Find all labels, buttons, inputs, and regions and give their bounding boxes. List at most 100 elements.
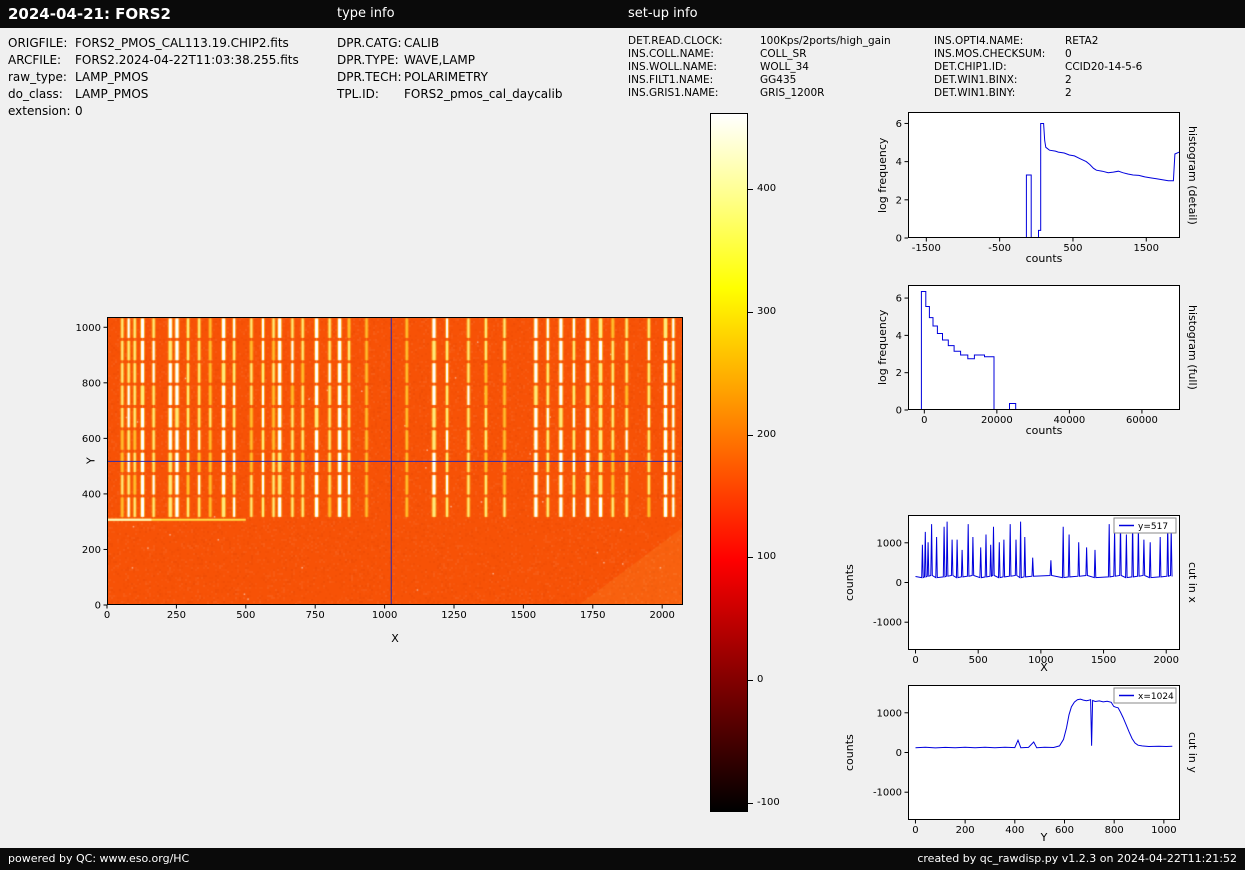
svg-text:2: 2 [896,368,902,379]
cut-y-side-label: cut in y [1186,732,1199,773]
info-label: DPR.CATG: [337,36,402,50]
svg-text:1000: 1000 [1151,825,1176,836]
info-label: INS.OPTI4.NAME: [934,35,1024,47]
info-value: WAVE,LAMP [404,53,476,67]
colorbar-tick-mark [748,435,753,436]
info-row: DET.WIN1.BINY: 2 [934,87,1142,100]
svg-text:1000: 1000 [372,610,397,621]
svg-text:-1500: -1500 [912,243,941,254]
cut-x-x-axis-label: X [1040,661,1048,674]
footer-created-by: created by qc_rawdisp.py v1.2.3 on 2024-… [917,852,1237,865]
setup-info-block-2: INS.OPTI4.NAME: RETA2 INS.MOS.CHECKSUM: 0 … [934,35,1142,100]
info-label: DPR.TYPE: [337,53,399,67]
info-label: raw_type: [8,70,67,84]
info-row: DET.READ.CLOCK: 100Kps/2ports/high_gain [628,35,891,48]
svg-text:400: 400 [82,489,101,500]
info-label: DET.READ.CLOCK: [628,35,723,47]
hist-full-svg: 0 20000 40000 60000 0 2 4 6 [896,285,1180,426]
svg-text:0: 0 [896,578,902,589]
info-row: INS.GRIS1.NAME: GRIS_1200R [628,87,891,100]
info-label: INS.WOLL.NAME: [628,61,717,73]
cut-y-svg: 0 200 400 600 800 1000 -1000 0 1000 x=1024 [873,685,1180,836]
svg-text:1500: 1500 [1134,243,1159,254]
info-row: DPR.TYPE: WAVE,LAMP [337,52,562,69]
svg-text:4: 4 [896,331,902,342]
main-y-axis-label: Y [84,457,98,465]
svg-text:6: 6 [896,119,902,130]
info-label: INS.FILT1.NAME: [628,74,714,86]
info-row: extension: 0 [8,103,299,120]
type-info-heading: type info [337,6,395,21]
cut-x-y-axis-label: counts [843,564,856,601]
info-row: INS.MOS.CHECKSUM: 0 [934,48,1142,61]
colorbar-tick-mark [748,680,753,681]
hist-detail-x-axis-label: counts [1025,252,1063,265]
info-label: INS.COLL.NAME: [628,48,714,60]
hist-detail-svg: -1500 -500 500 1500 0 2 4 6 [896,112,1180,254]
svg-text:4: 4 [896,157,902,168]
svg-text:0: 0 [95,601,101,612]
svg-text:400: 400 [1005,825,1024,836]
info-row: INS.OPTI4.NAME: RETA2 [934,35,1142,48]
info-row: do_class: LAMP_PMOS [8,86,299,103]
svg-text:1750: 1750 [580,610,605,621]
info-row: INS.COLL.NAME: COLL_SR [628,48,891,61]
info-label: INS.GRIS1.NAME: [628,87,719,99]
svg-text:y=517: y=517 [1138,522,1168,532]
info-row: DET.WIN1.BINX: 2 [934,74,1142,87]
svg-text:200: 200 [82,545,101,556]
svg-text:1250: 1250 [441,610,466,621]
type-info-block: DPR.CATG: CALIB DPR.TYPE: WAVE,LAMP DPR.TE… [337,35,562,103]
svg-text:0: 0 [912,655,918,666]
info-row: TPL.ID: FORS2_pmos_cal_daycalib [337,86,562,103]
info-value: LAMP_PMOS [75,70,149,84]
footer-bar: powered by QC: www.eso.org/HC created by… [0,848,1245,870]
detector-raw-image-plot: 0 250 500 750 1000 1250 1500 1750 2000 0 200 400 600… [76,317,683,621]
info-value: POLARIMETRY [404,70,488,84]
svg-text:1000: 1000 [1028,655,1053,666]
info-value: RETA2 [1065,35,1099,47]
cut-y-y-axis-label: counts [843,734,856,771]
colorbar-tick-label: 200 [757,429,777,440]
svg-text:500: 500 [969,655,988,666]
colorbar-tick-mark [748,557,753,558]
footer-powered-by: powered by QC: www.eso.org/HC [8,852,190,865]
svg-text:750: 750 [306,610,325,621]
info-row: raw_type: LAMP_PMOS [8,69,299,86]
svg-text:500: 500 [236,610,255,621]
info-value: 0 [1065,48,1072,60]
cut-x-side-label: cut in x [1186,562,1199,603]
svg-text:20000: 20000 [981,415,1013,426]
svg-text:6: 6 [896,294,902,305]
info-value: 100Kps/2ports/high_gain [760,35,891,47]
info-value: GRIS_1200R [760,87,825,99]
info-value: CCID20-14-5-6 [1065,61,1143,73]
colorbar-tick-label: 400 [757,183,777,194]
svg-text:x=1024: x=1024 [1138,692,1174,702]
info-label: DET.WIN1.BINX: [934,74,1018,86]
svg-text:60000: 60000 [1126,415,1158,426]
svg-text:40000: 40000 [1053,415,1085,426]
svg-text:0: 0 [896,748,902,759]
cut-in-x-plot: 0 500 1000 1500 2000 -1000 0 1000 y=517 [873,515,1180,666]
info-row: DPR.TECH: POLARIMETRY [337,69,562,86]
setup-info-block-1: DET.READ.CLOCK: 100Kps/2ports/high_gain I… [628,35,891,100]
svg-text:1000: 1000 [877,708,902,719]
info-value: LAMP_PMOS [75,87,149,101]
svg-text:1500: 1500 [511,610,536,621]
colorbar-tick-label: 100 [757,551,777,562]
hist-full-x-axis-label: counts [1025,424,1063,437]
info-label: ARCFILE: [8,53,62,67]
colorbar-tick-label: 0 [757,674,764,685]
histogram-full-plot: 0 20000 40000 60000 0 2 4 6 [896,285,1180,426]
info-label: DPR.TECH: [337,70,402,84]
info-label: INS.MOS.CHECKSUM: [934,48,1046,60]
main-x-axis-label: X [391,632,399,645]
svg-text:0: 0 [104,610,110,621]
svg-text:600: 600 [1055,825,1074,836]
svg-text:500: 500 [1063,243,1082,254]
info-row: ARCFILE: FORS2.2024-04-22T11:03:38.255.fi… [8,52,299,69]
svg-text:2000: 2000 [649,610,674,621]
colorbar-tick-mark [748,189,753,190]
